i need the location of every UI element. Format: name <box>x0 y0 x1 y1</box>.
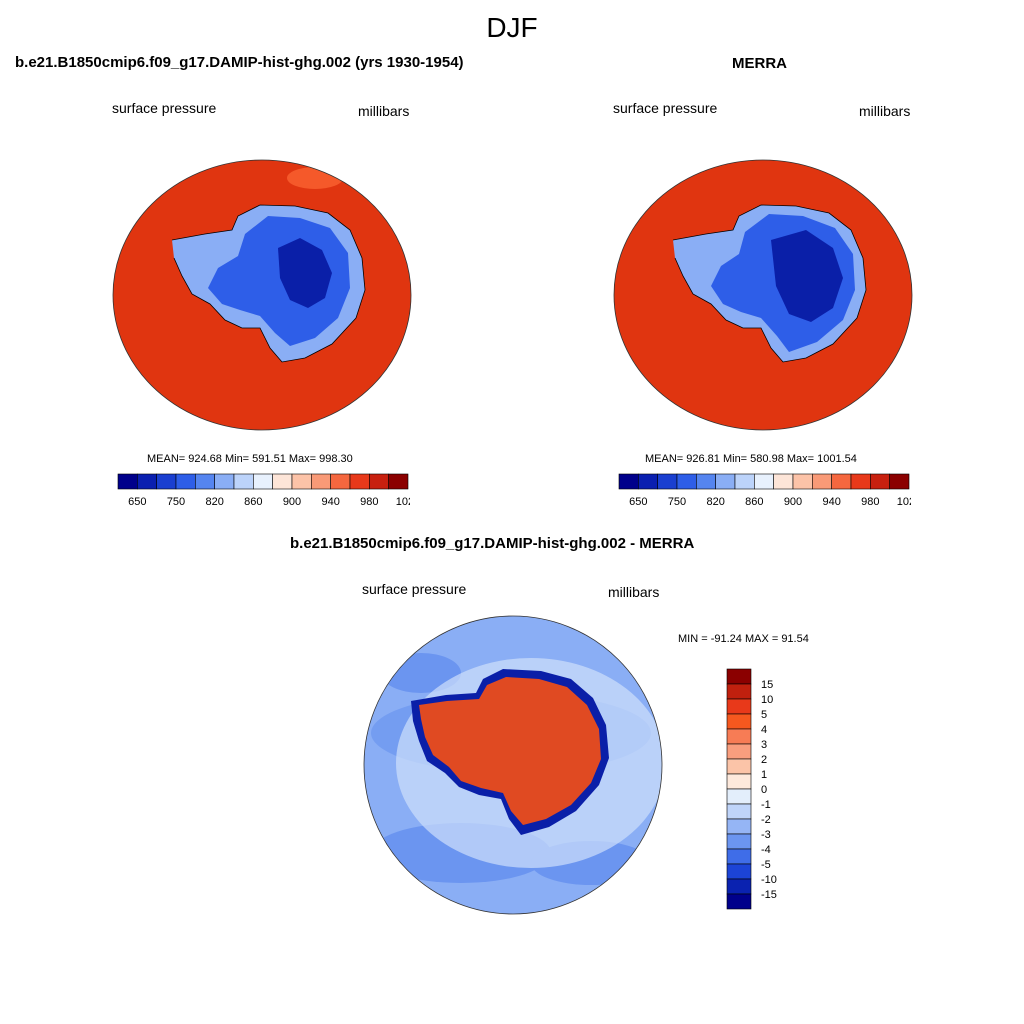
colorbar-tick-label: 4 <box>761 724 767 736</box>
colorbar-swatch <box>311 473 331 490</box>
colorbar-swatch <box>638 473 658 490</box>
panel3-stats: MIN = -91.24 MAX = 91.54 <box>678 633 809 645</box>
colorbar-swatch <box>195 473 215 490</box>
colorbar-swatch <box>734 473 755 490</box>
colorbar-swatch <box>214 473 235 490</box>
colorbar-tick-label: 750 <box>167 496 185 508</box>
colorbar-swatch <box>870 473 890 490</box>
colorbar-swatch <box>812 473 832 490</box>
colorbar-tick-label: -2 <box>761 814 771 826</box>
colorbar-tick-label: 1020 <box>396 496 410 508</box>
panel3-variable-label: surface pressure <box>362 581 467 597</box>
colorbar-swatch <box>291 473 312 490</box>
colorbar-tick-label: 650 <box>629 496 647 508</box>
colorbar-swatch <box>330 473 351 490</box>
colorbar-tick-label: 750 <box>668 496 686 508</box>
colorbar-swatch <box>726 713 752 730</box>
colorbar-swatch <box>272 473 293 490</box>
colorbar-tick-label: 15 <box>761 679 773 691</box>
colorbar-swatch <box>831 473 852 490</box>
colorbar-tick-label: 820 <box>706 496 724 508</box>
colorbar-swatch <box>726 758 752 775</box>
panel2-variable-label: surface pressure <box>613 100 718 116</box>
colorbar-swatch <box>676 473 697 490</box>
colorbar-tick-label: 940 <box>822 496 840 508</box>
colorbar-tick-label: -1 <box>761 799 771 811</box>
colorbar-swatch <box>773 473 794 490</box>
colorbar-tick-label: -4 <box>761 844 771 856</box>
panel1-variable-label: surface pressure <box>112 100 217 116</box>
panel2-map <box>613 159 913 431</box>
colorbar-swatch <box>726 773 752 790</box>
colorbar-swatch <box>726 668 752 685</box>
panel1-stats: MEAN= 924.68 Min= 591.51 Max= 998.30 <box>147 453 353 465</box>
figure-title: DJF <box>486 12 538 43</box>
colorbar-swatch <box>726 818 752 835</box>
colorbar-swatch <box>137 473 157 490</box>
colorbar-tick-label: 900 <box>784 496 802 508</box>
panel3-map <box>363 615 663 915</box>
colorbar-swatch <box>657 473 678 490</box>
panel1-units-label: millibars <box>358 103 410 119</box>
panel3-title: b.e21.B1850cmip6.f09_g17.DAMIP-hist-ghg.… <box>290 535 695 552</box>
colorbar-tick-label: -5 <box>761 859 771 871</box>
colorbar-tick-label: 1 <box>761 769 767 781</box>
colorbar-swatch <box>726 863 752 880</box>
colorbar-tick-label: -3 <box>761 829 771 841</box>
colorbar-swatch <box>156 473 177 490</box>
panel3-units-label: millibars <box>608 584 660 600</box>
colorbar-swatch <box>726 878 752 895</box>
colorbar-tick-label: -15 <box>761 889 777 901</box>
colorbar-swatch <box>850 473 871 490</box>
colorbar-swatch <box>726 893 752 910</box>
colorbar-swatch <box>388 473 409 490</box>
colorbar-swatch <box>618 473 639 490</box>
colorbar-swatch <box>715 473 736 490</box>
colorbar-swatch <box>754 473 774 490</box>
colorbar-tick-label: 3 <box>761 739 767 751</box>
colorbar-tick-label: 2 <box>761 754 767 766</box>
colorbar-swatch <box>726 743 752 760</box>
panel1-colorbar: 650 750 820 860 900 940 980 1020 <box>117 473 410 508</box>
panel1-map <box>112 159 412 431</box>
colorbar-tick-label: 10 <box>761 694 773 706</box>
colorbar-swatch <box>889 473 910 490</box>
panel2-units-label: millibars <box>859 103 911 119</box>
panel2-stats: MEAN= 926.81 Min= 580.98 Max= 1001.54 <box>645 453 857 465</box>
colorbar-tick-label: 940 <box>321 496 339 508</box>
colorbar-tick-label: 5 <box>761 709 767 721</box>
colorbar-swatch <box>726 803 752 820</box>
colorbar-swatch <box>726 683 752 700</box>
colorbar-tick-label: 980 <box>861 496 879 508</box>
colorbar-swatch <box>349 473 370 490</box>
colorbar-swatch <box>253 473 273 490</box>
colorbar-swatch <box>233 473 254 490</box>
colorbar-swatch <box>792 473 813 490</box>
panel2-title: MERRA <box>732 55 787 72</box>
colorbar-swatch <box>696 473 716 490</box>
colorbar-tick-label: 0 <box>761 784 767 796</box>
colorbar-swatch <box>117 473 138 490</box>
panel1-title: b.e21.B1850cmip6.f09_g17.DAMIP-hist-ghg.… <box>15 54 464 71</box>
colorbar-swatch <box>726 728 752 745</box>
colorbar-swatch <box>175 473 196 490</box>
colorbar-swatch <box>726 698 752 715</box>
colorbar-swatch <box>726 848 752 865</box>
colorbar-swatch <box>726 788 752 805</box>
colorbar-tick-label: 900 <box>283 496 301 508</box>
colorbar-tick-label: 820 <box>205 496 223 508</box>
colorbar-swatch <box>369 473 389 490</box>
colorbar-tick-label: 650 <box>128 496 146 508</box>
colorbar-tick-label: 980 <box>360 496 378 508</box>
colorbar-tick-label: 860 <box>745 496 763 508</box>
colorbar-tick-label: 860 <box>244 496 262 508</box>
colorbar-swatch <box>726 833 752 850</box>
panel2-colorbar: 650 750 820 860 900 940 980 1020 <box>618 473 911 508</box>
colorbar-tick-label: -10 <box>761 874 777 886</box>
colorbar-tick-label: 1020 <box>897 496 911 508</box>
